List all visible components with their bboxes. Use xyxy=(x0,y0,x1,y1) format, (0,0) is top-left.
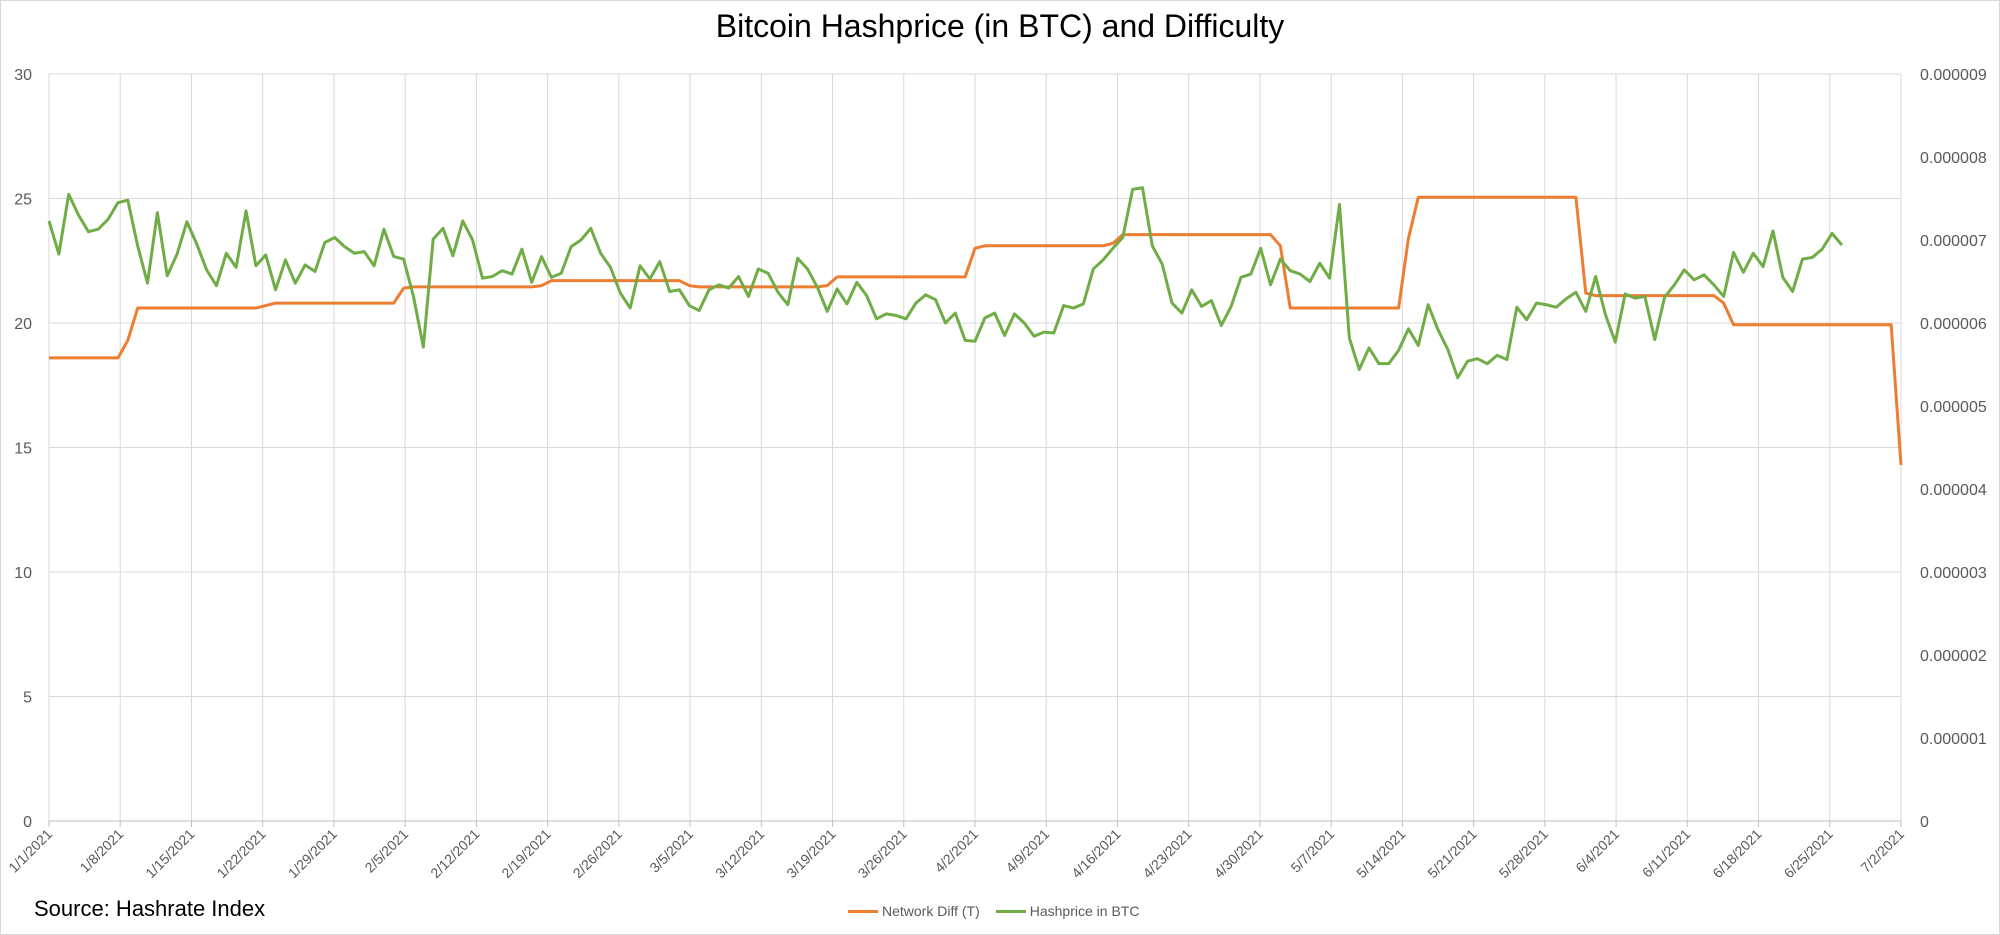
x-tick-label: 6/11/2021 xyxy=(1639,826,1694,881)
legend-label-hashprice: Hashprice in BTC xyxy=(1029,903,1140,919)
x-tick-label: 4/23/2021 xyxy=(1139,826,1195,882)
right-tick-label: 0.000006 xyxy=(1920,316,1987,333)
left-tick-label: 0 xyxy=(23,814,32,831)
left-tick-label: 15 xyxy=(14,441,32,458)
x-tick-label: 5/21/2021 xyxy=(1424,826,1480,882)
left-tick-label: 25 xyxy=(14,192,32,209)
right-tick-label: 0.000003 xyxy=(1920,565,1987,582)
x-tick-label: 2/26/2021 xyxy=(570,826,626,882)
x-tick-label: 4/9/2021 xyxy=(1003,826,1053,876)
right-axis-ticks: 0 0.000001 0.000002 0.000003 0.000004 0.00000… xyxy=(1920,67,1987,831)
x-tick-label: 6/25/2021 xyxy=(1781,826,1837,882)
x-tick-label: 3/26/2021 xyxy=(855,826,911,882)
x-tick-label: 5/7/2021 xyxy=(1287,826,1337,876)
gridlines xyxy=(48,73,1902,827)
x-tick-label: 4/16/2021 xyxy=(1068,826,1124,882)
x-tick-label: 5/28/2021 xyxy=(1496,826,1552,882)
x-tick-label: 3/12/2021 xyxy=(712,826,768,882)
right-tick-label: 0.000004 xyxy=(1920,482,1987,499)
chart-title: Bitcoin Hashprice (in BTC) and Difficult… xyxy=(715,8,1285,44)
left-tick-label: 20 xyxy=(14,316,32,333)
left-tick-label: 30 xyxy=(14,67,32,84)
right-tick-label: 0.000005 xyxy=(1920,399,1987,416)
x-tick-label: 2/12/2021 xyxy=(427,826,483,882)
left-tick-label: 5 xyxy=(23,690,32,707)
series-line-hashprice xyxy=(47,186,1844,380)
series-lines xyxy=(47,186,1903,466)
right-tick-label: 0.000007 xyxy=(1920,233,1987,250)
legend: Network Diff (T) Hashprice in BTC xyxy=(848,903,1155,919)
legend-item-hashprice: Hashprice in BTC xyxy=(995,903,1140,919)
x-tick-label: 5/14/2021 xyxy=(1353,826,1409,882)
series-line-network-diff xyxy=(49,195,1903,466)
left-tick-label: 10 xyxy=(14,565,32,582)
legend-swatch-network-diff xyxy=(848,909,878,913)
x-tick-label: 7/2/2021 xyxy=(1857,826,1907,876)
right-tick-label: 0.000001 xyxy=(1920,731,1987,748)
legend-swatch-hashprice xyxy=(995,909,1026,913)
x-tick-label: 6/4/2021 xyxy=(1572,826,1622,876)
right-tick-label: 0 xyxy=(1920,814,1929,831)
x-tick-label: 1/8/2021 xyxy=(77,826,127,876)
x-tick-label: 3/5/2021 xyxy=(646,826,696,876)
x-tick-label: 1/1/2021 xyxy=(5,826,55,876)
x-tick-label: 1/15/2021 xyxy=(142,826,198,882)
x-tick-label: 2/19/2021 xyxy=(498,826,554,882)
source-note: Source: Hashrate Index xyxy=(34,896,266,921)
legend-label-network-diff: Network Diff (T) xyxy=(882,903,980,919)
x-tick-label: 3/19/2021 xyxy=(783,826,839,882)
right-tick-label: 0.000009 xyxy=(1920,67,1987,84)
x-tick-label: 1/22/2021 xyxy=(213,826,269,882)
x-tick-label: 1/29/2021 xyxy=(285,826,341,882)
x-axis-ticks: 1/1/2021 1/8/2021 1/15/2021 1/22/2021 1/29/2… xyxy=(5,826,1907,882)
legend-item-network-diff: Network Diff (T) xyxy=(848,903,980,919)
left-axis-ticks: 0 5 10 15 20 25 30 xyxy=(14,67,32,831)
x-tick-label: 4/2/2021 xyxy=(931,826,981,876)
x-tick-label: 6/18/2021 xyxy=(1709,826,1765,882)
right-tick-label: 0.000002 xyxy=(1920,648,1987,665)
x-tick-label: 2/5/2021 xyxy=(361,826,411,876)
x-tick-label: 4/30/2021 xyxy=(1211,826,1267,882)
right-tick-label: 0.000008 xyxy=(1920,150,1987,167)
